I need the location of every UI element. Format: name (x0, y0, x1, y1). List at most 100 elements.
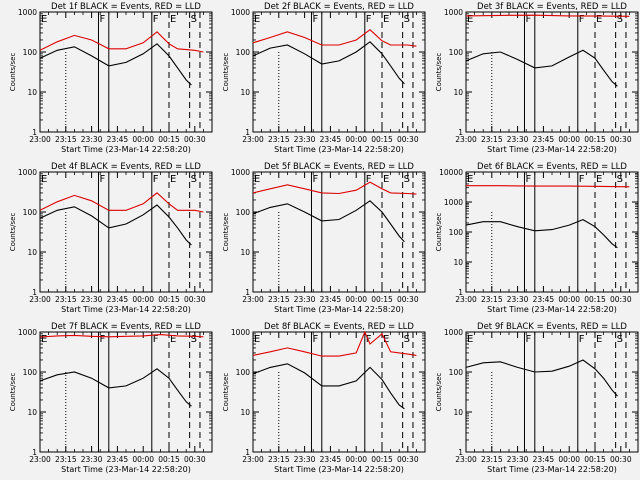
x-tick-label: 23:00 (455, 295, 477, 304)
x-tick-label: 23:45 (107, 135, 129, 144)
x-tick-label: 23:45 (533, 455, 555, 464)
x-axis-label: Start Time (23-Mar-14 22:58:20) (61, 145, 191, 154)
x-tick-label: 23:00 (242, 295, 264, 304)
flag-label: F (99, 334, 105, 345)
events-series-line (252, 41, 405, 85)
x-tick-label: 00:00 (345, 135, 367, 144)
flag-label: F (579, 174, 585, 185)
x-tick-label: 00:15 (158, 295, 180, 304)
x-tick-label: 00:00 (345, 295, 367, 304)
x-tick-label: 00:30 (610, 295, 632, 304)
x-axis-label: Start Time (23-Mar-14 22:58:20) (61, 465, 191, 474)
panel-title: Det 7f BLACK = Events, RED = LLD (51, 322, 201, 332)
panel-title: Det 4f BLACK = Events, RED = LLD (51, 162, 201, 172)
y-tick-label: 10 (453, 88, 463, 97)
x-tick-label: 00:00 (558, 455, 580, 464)
flag-label: F (312, 334, 318, 345)
y-tick-label: 100 (236, 368, 251, 377)
y-tick-label: 1 (458, 448, 463, 457)
y-tick-label: 1 (32, 128, 37, 137)
y-axis-label: Counts/sec (9, 373, 17, 412)
y-tick-label: 1 (458, 128, 463, 137)
y-tick-label: 1 (32, 288, 37, 297)
chart-panel-3: Det 3f BLACK = Events, RED = LLD 1 10 100 10… (435, 2, 639, 154)
x-tick-label: 00:15 (371, 295, 393, 304)
flag-label: S (191, 14, 197, 25)
flag-label: E (383, 174, 389, 185)
y-tick-label: 1000 (444, 198, 463, 207)
y-axis-label: Counts/sec (222, 53, 230, 92)
x-tick-label: 00:15 (371, 135, 393, 144)
lld-series-line (39, 31, 204, 53)
y-axis-label: Counts/sec (9, 53, 17, 92)
flag-label: S (404, 334, 410, 345)
y-tick-label: 100 (23, 208, 38, 217)
y-tick-label: 100 (449, 228, 464, 237)
x-tick-label: 00:15 (584, 455, 606, 464)
plot-frame (39, 11, 213, 133)
x-tick-label: 00:00 (558, 135, 580, 144)
flag-label: F (153, 174, 159, 185)
flag-label: E (254, 334, 260, 345)
y-tick-label: 10 (240, 88, 250, 97)
flag-label: E (254, 14, 260, 25)
flag-label: E (170, 334, 176, 345)
flag-label: S (191, 334, 197, 345)
y-tick-label: 1000 (231, 328, 250, 337)
x-axis-label: Start Time (23-Mar-14 22:58:20) (487, 465, 617, 474)
y-axis-label: Counts/sec (222, 213, 230, 252)
chart-panel-2: Det 2f BLACK = Events, RED = LLD 1 10 100 10… (222, 2, 426, 154)
x-tick-label: 23:30 (294, 135, 316, 144)
flag-label: E (41, 334, 47, 345)
y-tick-label: 100 (236, 208, 251, 217)
x-tick-label: 00:30 (397, 295, 419, 304)
chart-panel-6: Det 6f BLACK = Events, RED = LLD 1 10 100 10… (435, 162, 639, 314)
flag-label: F (153, 334, 159, 345)
flag-label: F (525, 14, 531, 25)
x-axis-label: Start Time (23-Mar-14 22:58:20) (274, 145, 404, 154)
flag-label: E (170, 174, 176, 185)
y-tick-label: 1000 (444, 8, 463, 17)
x-tick-label: 23:00 (242, 455, 264, 464)
x-tick-label: 00:30 (184, 135, 206, 144)
x-tick-label: 23:30 (294, 295, 316, 304)
x-tick-label: 23:45 (107, 455, 129, 464)
flag-label: F (366, 174, 372, 185)
y-tick-label: 1 (458, 288, 463, 297)
flag-label: E (596, 174, 602, 185)
flag-label: E (383, 334, 389, 345)
y-axis-label: Counts/sec (222, 373, 230, 412)
x-tick-label: 23:45 (533, 295, 555, 304)
y-axis-label: Counts/sec (435, 53, 443, 92)
x-tick-label: 23:00 (29, 135, 51, 144)
lld-series-line (39, 192, 204, 213)
x-tick-label: 23:00 (29, 455, 51, 464)
flag-label: F (525, 174, 531, 185)
y-tick-label: 1 (245, 128, 250, 137)
x-tick-label: 00:00 (132, 455, 154, 464)
x-tick-label: 23:30 (507, 295, 529, 304)
chart-panel-7: Det 7f BLACK = Events, RED = LLD 1 10 100 10… (9, 322, 213, 474)
flag-label: E (596, 14, 602, 25)
y-tick-label: 1000 (231, 168, 250, 177)
flag-label: E (254, 174, 260, 185)
flag-label: F (525, 334, 531, 345)
y-tick-label: 100 (23, 48, 38, 57)
flag-label: S (404, 174, 410, 185)
events-series-line (465, 49, 618, 87)
y-tick-label: 100 (236, 48, 251, 57)
plot-frame (252, 171, 426, 293)
x-tick-label: 00:00 (345, 455, 367, 464)
lld-series-line (466, 185, 630, 188)
x-tick-label: 00:00 (558, 295, 580, 304)
panel-title: Det 1f BLACK = Events, RED = LLD (51, 2, 201, 12)
y-tick-label: 100 (449, 48, 464, 57)
flag-label: S (617, 334, 623, 345)
events-series-line (39, 368, 192, 407)
y-tick-label: 10 (27, 248, 37, 257)
y-tick-label: 1000 (18, 8, 37, 17)
x-tick-label: 23:15 (268, 135, 290, 144)
flag-label: E (467, 334, 473, 345)
chart-panel-5: Det 5f BLACK = Events, RED = LLD 1 10 100 10… (222, 162, 426, 314)
